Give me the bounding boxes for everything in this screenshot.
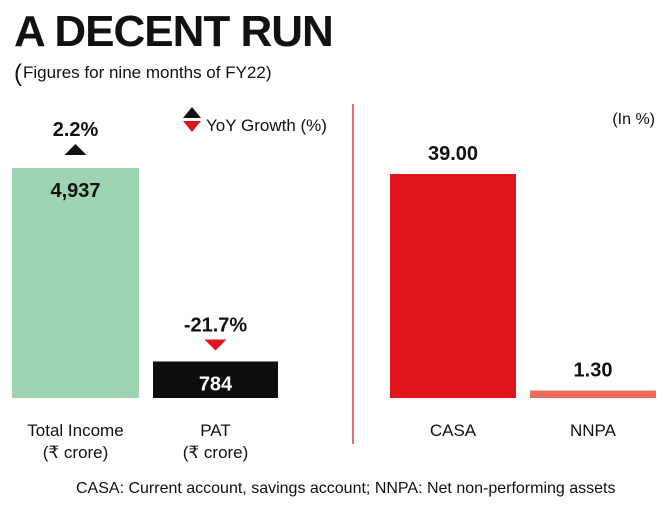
growth-arrow-up-total-income [64,144,87,155]
value-label-pat: 784 [199,373,233,395]
unit-label-in-percent: (In %) [612,111,655,128]
bar-nnpa [530,390,656,398]
chart-title: A DECENT RUN [14,7,334,56]
value-label-total-income: 4,937 [50,180,100,202]
category-label-pat: PAT [200,421,231,440]
category-label-total-income: Total Income [27,421,123,440]
bar-casa [390,174,516,398]
bar-total-income [12,168,139,398]
category-label-nnpa: NNPA [570,421,617,440]
legend-label: YoY Growth (%) [206,116,327,135]
subtitle-paren: ( [14,60,22,87]
bar-pat [153,361,278,398]
growth-label-pat: -21.7% [184,314,248,336]
chart-subtitle: (Figures for nine months of FY22) [14,60,272,87]
footnote: CASA: Current account, savings account; … [76,480,616,497]
value-label-casa: 39.00 [428,143,478,165]
category-unit-pat: (₹ crore) [183,443,249,462]
growth-arrow-down-pat [204,339,227,351]
legend-down-arrow-icon [183,121,201,132]
category-unit-total-income: (₹ crore) [43,443,109,462]
category-label-casa: CASA [430,421,477,440]
legend-up-arrow-icon [183,107,201,118]
value-label-nnpa: 1.30 [574,360,613,382]
subtitle-text: Figures for nine months of FY22) [23,63,272,82]
growth-label-total-income: 2.2% [53,119,99,141]
